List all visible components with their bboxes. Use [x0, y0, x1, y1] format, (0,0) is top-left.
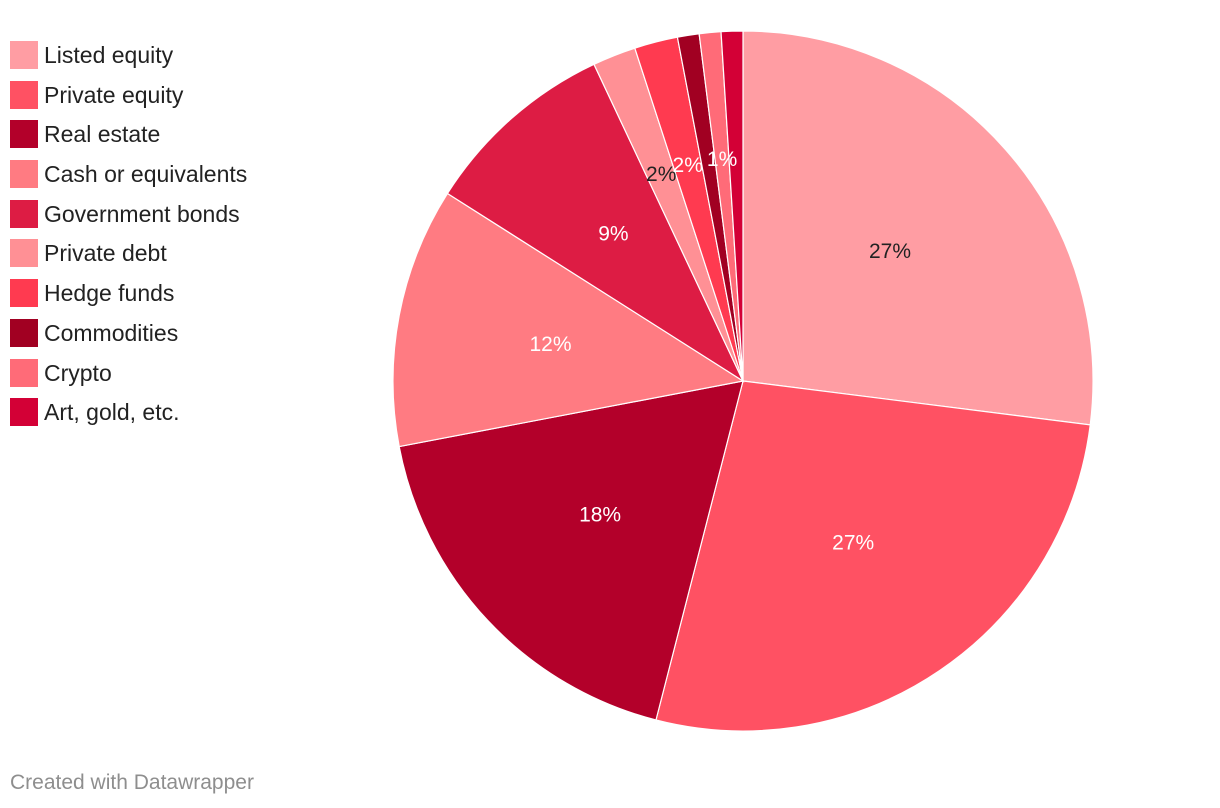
- legend-item-private-debt: Private debt: [10, 239, 310, 279]
- legend-label: Private debt: [44, 240, 167, 267]
- legend-item-government-bonds: Government bonds: [10, 199, 310, 240]
- slice-label-private-debt: 2%: [646, 163, 676, 186]
- legend-label: Government bonds: [44, 200, 240, 227]
- chart-legend: Listed equity Private equity Real estate Ca…: [10, 41, 310, 438]
- legend-label: Commodities: [44, 319, 179, 346]
- legend-label: Crypto: [44, 359, 112, 386]
- legend-label: Art, gold, etc.: [44, 399, 180, 426]
- legend-label: Listed equity: [44, 42, 174, 68]
- legend-item-crypto: Crypto: [10, 358, 310, 399]
- legend-label: Cash or equivalents: [44, 161, 248, 188]
- legend-item-real-estate: Real estate: [10, 120, 310, 160]
- legend-item-cash-or-equivalents: Cash or equivalents: [10, 160, 310, 200]
- slice-label-government-bonds: 9%: [598, 223, 628, 246]
- pie-slice-art-gold-etc: [720, 30, 744, 382]
- pie-slice-government-bonds: [446, 63, 745, 383]
- legend-label: Hedge funds: [44, 280, 175, 307]
- legend-item-art-gold-etc: Art, gold, etc.: [10, 398, 310, 438]
- pie-slice-private-equity: [655, 380, 1091, 732]
- slice-label-crypto: 1%: [707, 148, 737, 171]
- slice-label-private-equity: 27%: [832, 532, 874, 555]
- legend-item-hedge-funds: Hedge funds: [10, 279, 310, 319]
- datawrapper-credit: Created with Datawrapper: [10, 771, 254, 794]
- legend-label: Real estate: [44, 121, 161, 148]
- pie-slice-listed-equity: [742, 30, 1094, 426]
- slice-label-listed-equity: 27%: [869, 240, 911, 263]
- legend-swatch: [10, 398, 38, 427]
- slice-label-real-estate: 18%: [579, 504, 621, 527]
- legend-swatch: [10, 239, 38, 268]
- slice-label-cash-or-equivalents: 12%: [529, 333, 571, 356]
- legend-item-commodities: Commodities: [10, 318, 310, 359]
- pie-slice-real-estate: [398, 380, 744, 721]
- legend-swatch: [10, 160, 38, 189]
- legend-swatch: [10, 41, 38, 69]
- pie-slice-cash-or-equivalents: [392, 192, 745, 448]
- legend-swatch: [10, 318, 38, 347]
- legend-label: Private equity: [44, 81, 184, 108]
- legend-swatch: [10, 120, 38, 149]
- legend-swatch: [10, 199, 38, 228]
- legend-swatch: [10, 358, 38, 387]
- legend-swatch: [10, 80, 38, 109]
- legend-swatch: [10, 279, 38, 308]
- slice-label-hedge-funds: 2%: [673, 154, 703, 177]
- legend-item-listed-equity: Listed equity: [10, 41, 310, 81]
- legend-item-private-equity: Private equity: [10, 80, 310, 121]
